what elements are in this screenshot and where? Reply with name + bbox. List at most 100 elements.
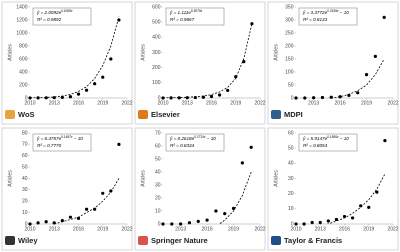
data-point	[240, 161, 244, 165]
data-point	[294, 222, 298, 226]
y-tick-label: 40	[22, 176, 28, 182]
x-tick-label: 2019	[230, 100, 241, 106]
y-tick-label: 50	[288, 82, 294, 88]
publisher-name: Elsevier	[151, 110, 180, 119]
y-axis-label: Articles	[7, 170, 13, 187]
r-squared: R² = 0.9892	[37, 17, 62, 22]
data-point	[205, 218, 209, 222]
y-tick-label: 40	[288, 161, 294, 167]
data-point	[375, 190, 379, 194]
equation-base: ŷ = 2.0092e	[36, 10, 62, 15]
data-point	[68, 95, 73, 99]
y-axis-label: Articles	[140, 170, 146, 187]
data-point	[320, 95, 325, 100]
y-tick-label: 20	[22, 199, 28, 205]
data-point	[196, 219, 200, 223]
trend-line	[326, 173, 386, 224]
y-tick-label: 400	[19, 69, 28, 75]
equation-box	[298, 133, 358, 152]
data-point	[52, 221, 56, 225]
data-point	[109, 189, 113, 193]
data-point	[303, 96, 307, 100]
x-tick-label: 2013	[49, 226, 60, 232]
y-tick-label: 50	[288, 145, 294, 151]
r-squared: R² = 0.9867	[170, 17, 195, 22]
data-point	[84, 207, 89, 211]
data-point	[373, 54, 377, 59]
y-tick-label: 600	[152, 4, 161, 10]
data-point	[101, 191, 105, 195]
y-tick-label: 60	[155, 143, 161, 149]
r-squared: R² = 0.8133	[303, 17, 328, 22]
data-point	[93, 207, 97, 211]
data-point	[193, 95, 197, 100]
data-point	[161, 222, 165, 226]
data-point	[44, 96, 48, 100]
y-tick-label: 20	[155, 195, 161, 201]
equation-suffix: − 10	[72, 136, 83, 141]
y-tick-label: 0	[158, 221, 161, 227]
equation-exponent: 0.6308x	[61, 9, 73, 13]
data-point	[36, 221, 40, 225]
x-tick-label: 2010	[24, 100, 35, 106]
y-tick-label: 20	[288, 191, 294, 197]
y-axis-label: Articles	[140, 44, 146, 61]
data-point	[185, 96, 189, 100]
y-tick-label: 10	[155, 208, 161, 214]
x-tick-label: 2013	[49, 100, 60, 106]
logo-icon	[138, 236, 148, 245]
y-tick-label: 1400	[16, 4, 27, 10]
y-tick-label: 200	[152, 65, 161, 71]
data-point	[350, 216, 355, 220]
x-tick-label: 2022	[254, 226, 265, 232]
data-point	[60, 95, 64, 99]
y-tick-label: 0	[158, 95, 161, 101]
data-point	[209, 94, 214, 99]
equation: ŷ = 2.0092e0.6308x	[36, 9, 73, 15]
panel: 0 10 20 30 40 50 60 70 2013 2016 2019 2022 Articles ŷ…	[134, 127, 266, 251]
y-tick-label: 100	[152, 80, 161, 86]
x-tick-label: 2010	[157, 100, 168, 106]
data-point	[329, 95, 333, 99]
y-axis-label: Articles	[7, 44, 13, 61]
y-tick-label: 800	[19, 43, 28, 49]
equation: ŷ = 6.4757e0.1697x − 10	[36, 135, 83, 141]
equation-base: ŷ = 3.3772e	[302, 10, 328, 15]
data-point	[383, 138, 387, 143]
data-point	[93, 82, 97, 86]
x-tick-label: 2016	[206, 100, 217, 106]
x-tick-label: 2022	[121, 226, 132, 232]
x-tick-label: 2019	[97, 100, 108, 106]
y-tick-label: 200	[285, 43, 294, 49]
x-tick-label: 2022	[387, 226, 398, 232]
publisher-name: MDPI	[284, 110, 303, 119]
y-tick-label: 30	[288, 176, 294, 182]
data-point	[36, 96, 40, 100]
data-point	[250, 22, 254, 26]
data-point	[187, 221, 192, 225]
panel: 0 50 100 150 200 250 300 350 2013 2016 2019 2022 Art…	[267, 1, 399, 125]
data-point	[28, 222, 32, 226]
x-tick-label: 2013	[315, 226, 326, 232]
y-tick-label: 300	[285, 17, 294, 23]
data-point	[226, 88, 230, 93]
x-tick-label: 2013	[175, 226, 186, 232]
y-tick-label: 1200	[16, 17, 27, 23]
equation-exponent: 0.3714x	[194, 135, 206, 139]
logo-icon	[271, 110, 281, 119]
x-tick-label: 2022	[254, 100, 265, 106]
equation-base: ŷ = 5.9147e	[302, 136, 328, 141]
equation-exponent: 0.1697x	[61, 135, 73, 139]
data-point	[382, 15, 386, 19]
data-point	[334, 217, 339, 222]
y-tick-label: 500	[152, 19, 161, 25]
equation-exponent: 0.5079x	[191, 9, 203, 13]
x-tick-label: 2022	[121, 100, 132, 106]
x-tick-label: 2016	[73, 100, 84, 106]
y-tick-label: 300	[152, 50, 161, 56]
x-tick-label: 2016	[339, 226, 350, 232]
data-point	[367, 205, 371, 209]
panel: 0 200 400 600 800 1000 1200 1400 2010 2013 2016 201…	[1, 1, 133, 125]
r-squared: R² = 0.8054	[303, 143, 328, 148]
equation-box	[32, 133, 92, 152]
